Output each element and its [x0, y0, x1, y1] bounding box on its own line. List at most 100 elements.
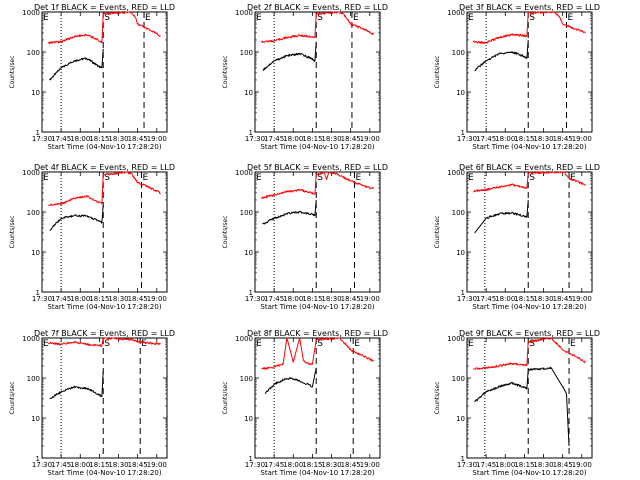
x-tick-label: 18:15 [302, 295, 322, 303]
y-tick-label: 10 [244, 415, 253, 423]
x-tick-label: 17:45 [476, 135, 496, 143]
x-tick-label: 18:15 [89, 461, 109, 469]
y-tick-label: 1000 [22, 169, 40, 177]
y-axis-label: Counts/sec [434, 55, 441, 88]
plot-frame [41, 171, 168, 293]
y-axis-label: Counts/sec [9, 55, 16, 88]
x-tick-label: 17:45 [51, 295, 71, 303]
x-tick-label: 17:45 [264, 461, 284, 469]
lld-series-line [47, 337, 161, 348]
events-series-line [49, 48, 104, 81]
marker-label: E [570, 173, 576, 183]
x-tick-label: 18:45 [341, 461, 361, 469]
plot-panel: Det 5f BLACK = Events, RED = LLD Counts/s… [222, 163, 388, 311]
x-tick-label: 17:30 [32, 461, 52, 469]
x-tick-label: 18:00 [70, 295, 90, 303]
y-axis-label: Counts/sec [9, 215, 16, 248]
marker-label: S [104, 173, 110, 183]
plot-frame [254, 171, 381, 293]
x-tick-label: 18:30 [533, 295, 553, 303]
marker-label: E [468, 339, 474, 349]
x-tick-label: 18:00 [495, 135, 515, 143]
y-tick-label: 10 [244, 249, 253, 257]
x-tick-label: 17:30 [457, 295, 477, 303]
y-tick-label: 10 [456, 89, 465, 97]
plot-title: Det 6f BLACK = Events, RED = LLD [459, 163, 600, 172]
plot-title: Det 5f BLACK = Events, RED = LLD [247, 163, 388, 172]
marker-label: S [529, 173, 535, 183]
x-axis-label: Start Time (04-Nov-10 17:28:20) [47, 469, 161, 477]
x-tick-label: 18:45 [341, 295, 361, 303]
plot-panel: Det 3f BLACK = Events, RED = LLD Counts/s… [434, 3, 600, 151]
lld-series-line [260, 171, 375, 199]
plot-title: Det 2f BLACK = Events, RED = LLD [247, 3, 388, 12]
events-series-line [262, 199, 317, 225]
y-tick-label: 100 [452, 375, 465, 383]
plot-panel: Det 7f BLACK = Events, RED = LLD Counts/s… [9, 329, 175, 477]
marker-label: S [317, 13, 323, 23]
x-tick-label: 18:15 [514, 295, 534, 303]
marker-label: E [256, 173, 262, 183]
y-tick-label: 100 [452, 49, 465, 57]
x-axis-label: Start Time (04-Nov-10 17:28:20) [472, 469, 586, 477]
x-tick-label: 18:30 [108, 461, 128, 469]
plot-panel: Det 4f BLACK = Events, RED = LLD Counts/s… [9, 163, 175, 311]
lld-series-line [472, 11, 587, 44]
marker-label: E [468, 173, 474, 183]
y-tick-label: 1 [249, 129, 253, 137]
y-axis-label: Counts/sec [434, 215, 441, 248]
x-tick-label: 19:00 [360, 135, 380, 143]
x-tick-label: 18:30 [321, 135, 341, 143]
y-tick-label: 100 [27, 375, 40, 383]
x-tick-label: 19:00 [360, 295, 380, 303]
y-axis-label: Counts/sec [434, 381, 441, 414]
x-axis-label: Start Time (04-Nov-10 17:28:20) [472, 143, 586, 151]
plot-title: Det 9f BLACK = Events, RED = LLD [459, 329, 600, 338]
x-axis-label: Start Time (04-Nov-10 17:28:20) [47, 143, 161, 151]
x-tick-label: 19:00 [572, 295, 592, 303]
x-tick-label: 18:45 [128, 135, 148, 143]
x-tick-label: 19:00 [147, 461, 167, 469]
marker-label: E [43, 173, 49, 183]
x-tick-label: 18:30 [533, 461, 553, 469]
plot-title: Det 8f BLACK = Events, RED = LLD [247, 329, 388, 338]
lld-series-line [472, 171, 586, 193]
marker-label: E [43, 13, 49, 23]
marker-label: E [142, 173, 148, 183]
y-tick-label: 1 [36, 289, 40, 297]
marker-label: S [317, 173, 323, 183]
marker-label: S [529, 339, 535, 349]
x-tick-label: 17:30 [245, 135, 265, 143]
y-tick-label: 1000 [22, 9, 40, 17]
x-axis-label: Start Time (04-Nov-10 17:28:20) [260, 303, 374, 311]
x-tick-label: 19:00 [147, 135, 167, 143]
lld-series-line [48, 11, 161, 45]
plot-panel: Det 8f BLACK = Events, RED = LLD Counts/s… [222, 329, 388, 477]
events-series-line [474, 366, 570, 447]
x-tick-label: 18:30 [108, 295, 128, 303]
plot-title: Det 4f BLACK = Events, RED = LLD [34, 163, 175, 172]
y-tick-label: 1 [461, 289, 465, 297]
y-tick-label: 100 [27, 49, 40, 57]
y-tick-label: 1 [36, 129, 40, 137]
x-tick-label: 17:30 [457, 461, 477, 469]
x-tick-label: 18:00 [495, 295, 515, 303]
x-tick-label: 18:30 [108, 135, 128, 143]
y-axis-label: Counts/sec [222, 215, 229, 248]
x-tick-label: 18:45 [553, 461, 573, 469]
x-tick-label: 18:00 [495, 461, 515, 469]
marker-label: E [256, 13, 262, 23]
x-tick-label: 18:15 [89, 135, 109, 143]
x-tick-label: 18:30 [321, 295, 341, 303]
x-tick-label: 18:30 [321, 461, 341, 469]
marker-label: E [354, 339, 360, 349]
y-axis-label: Counts/sec [9, 381, 16, 414]
plot-frame [41, 11, 168, 133]
y-tick-label: 1000 [235, 169, 253, 177]
y-tick-label: 1 [36, 455, 40, 463]
plot-title: Det 7f BLACK = Events, RED = LLD [34, 329, 175, 338]
y-tick-label: 100 [240, 375, 253, 383]
x-tick-label: 18:00 [70, 461, 90, 469]
